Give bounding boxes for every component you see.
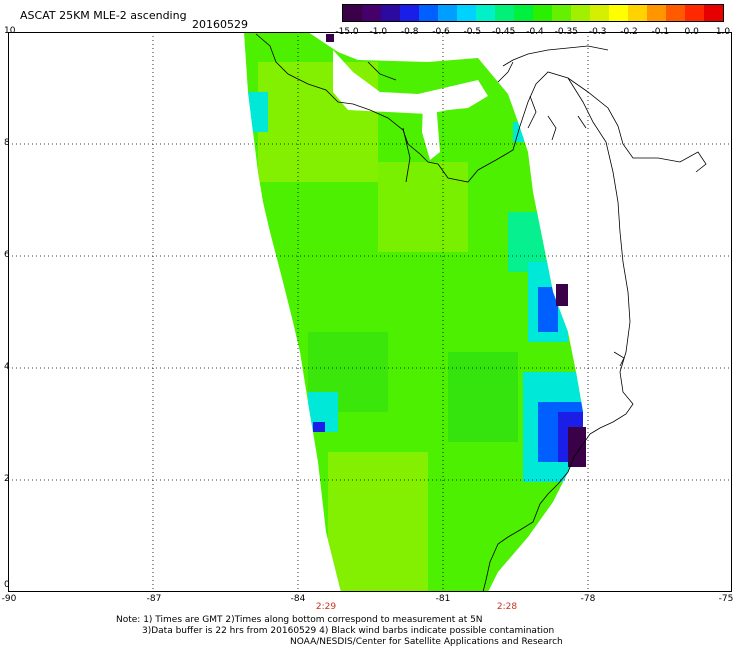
lat-lon-grid bbox=[8, 32, 732, 592]
note-line-3: NOAA/NESDIS/Center for Satellite Applica… bbox=[290, 637, 563, 647]
map-frame bbox=[8, 32, 732, 592]
high-contamination-patch bbox=[568, 427, 586, 467]
time-label: 2:28 bbox=[496, 602, 518, 612]
color-swatch bbox=[419, 5, 438, 21]
time-label: 2:29 bbox=[315, 602, 337, 612]
lat-label: 4 bbox=[4, 362, 10, 372]
color-swatch bbox=[590, 5, 609, 21]
color-swatch bbox=[647, 5, 666, 21]
color-swatch bbox=[381, 5, 400, 21]
lon-label: -81 bbox=[435, 594, 451, 604]
color-swatch bbox=[457, 5, 476, 21]
lat-label: 0 bbox=[4, 580, 10, 590]
lon-label: -87 bbox=[146, 594, 162, 604]
wind-map bbox=[8, 32, 732, 592]
color-swatch bbox=[628, 5, 647, 21]
color-swatch bbox=[514, 5, 533, 21]
color-swatch bbox=[571, 5, 590, 21]
lat-label: 6 bbox=[4, 250, 10, 260]
color-swatch bbox=[533, 5, 552, 21]
product-title: ASCAT 25KM MLE-2 ascending bbox=[20, 9, 187, 22]
no-data-gap bbox=[333, 50, 488, 114]
high-contamination-patch bbox=[556, 284, 568, 306]
note-line-1: Note: 1) Times are GMT 2)Times along bot… bbox=[116, 615, 483, 625]
color-swatch bbox=[704, 5, 723, 21]
lon-label: -84 bbox=[290, 594, 306, 604]
lon-label: -75 bbox=[718, 594, 734, 604]
color-swatch bbox=[362, 5, 381, 21]
lon-label: -90 bbox=[1, 594, 17, 604]
lat-label: 8 bbox=[4, 138, 10, 148]
product-date: 20160529 bbox=[192, 18, 248, 31]
color-swatch bbox=[476, 5, 495, 21]
high-contamination-patch bbox=[326, 34, 334, 42]
color-swatch bbox=[343, 5, 362, 21]
color-swatch bbox=[552, 5, 571, 21]
coastline bbox=[255, 33, 707, 592]
lat-label: 10 bbox=[4, 26, 16, 36]
color-swatch bbox=[438, 5, 457, 21]
color-swatch bbox=[400, 5, 419, 21]
lat-label: 2 bbox=[4, 474, 10, 484]
no-data-gap bbox=[422, 102, 440, 160]
color-swatch bbox=[609, 5, 628, 21]
color-swatch bbox=[666, 5, 685, 21]
color-swatch bbox=[685, 5, 704, 21]
color-scale-bar bbox=[342, 4, 724, 22]
wind-data-swath bbox=[244, 32, 583, 592]
note-line-2: 3)Data buffer is 22 hrs from 20160529 4)… bbox=[142, 626, 555, 636]
lon-label: -78 bbox=[580, 594, 596, 604]
color-swatch bbox=[495, 5, 514, 21]
